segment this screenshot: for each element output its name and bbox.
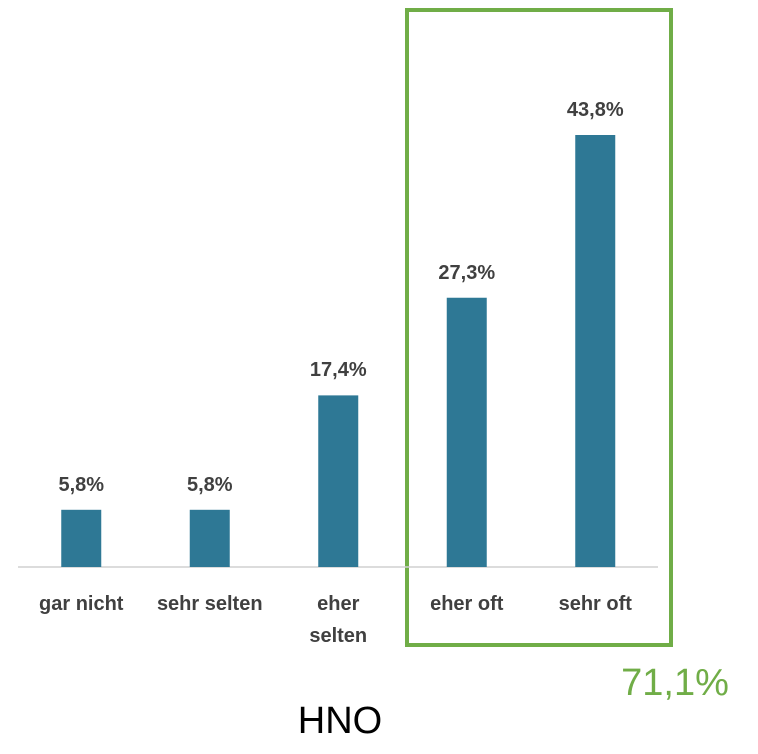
chart-title: HNO [297,700,383,742]
bar [446,297,487,567]
bar [189,509,230,567]
bar [61,509,102,567]
annotation: 71,1% [621,662,729,704]
value-label: 17,4% [309,359,367,382]
x-tick-label: sehr oft [558,593,632,615]
bar [318,395,359,567]
bar [575,135,616,567]
x-tick-label: eher oft [430,593,504,615]
value-label: 5,8% [58,473,105,496]
x-tick-label: eher selten [309,593,368,647]
value-label: 5,8% [186,473,233,496]
x-tick-label: gar nicht [39,593,124,615]
value-label: 27,3% [438,261,496,284]
x-tick-label: sehr selten [156,593,263,615]
value-label: 43,8% [566,99,624,121]
highlight-box [405,8,673,647]
